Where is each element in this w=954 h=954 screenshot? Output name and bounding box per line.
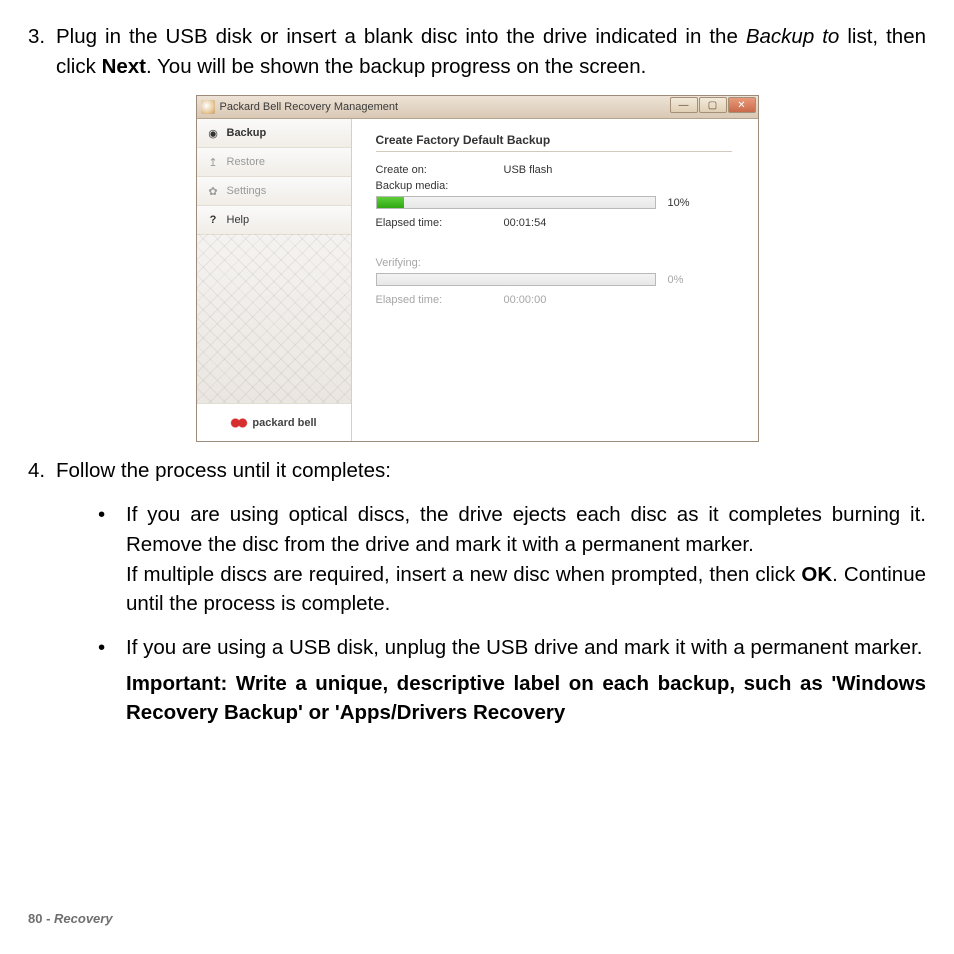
close-button[interactable]: ✕: [728, 97, 756, 113]
section-name: Recovery: [54, 911, 113, 926]
bullet-list: If you are using optical discs, the driv…: [28, 500, 926, 728]
gear-icon: ✿: [207, 185, 220, 198]
page-number: 80 -: [28, 911, 50, 926]
screenshot-window: Packard Bell Recovery Management — ▢ ✕ ◉…: [196, 95, 759, 442]
disc-icon: ◉: [207, 127, 220, 140]
window-titlebar[interactable]: Packard Bell Recovery Management — ▢ ✕: [197, 96, 758, 119]
backup-media-label: Backup media:: [376, 180, 504, 192]
backup-progress-fill: [377, 197, 405, 208]
elapsed2-value: 00:00:00: [504, 294, 547, 306]
nav-help[interactable]: ? Help: [197, 206, 351, 235]
verify-label: Verifying:: [376, 257, 504, 269]
create-on-row: Create on: USB flash: [376, 164, 732, 176]
nav-restore[interactable]: ↥ Restore: [197, 148, 351, 177]
brand-logo-icon: [230, 416, 248, 430]
create-on-label: Create on:: [376, 164, 504, 176]
divider: [376, 151, 732, 152]
sidebar: ◉ Backup ↥ Restore ✿ Settings ? Help pac…: [197, 119, 352, 441]
verify-progress-row: 0%: [376, 273, 732, 286]
verify-row: Verifying:: [376, 257, 732, 269]
maximize-button[interactable]: ▢: [699, 97, 727, 113]
elapsed1-row: Elapsed time: 00:01:54: [376, 217, 732, 229]
step-4-number: 4.: [28, 456, 56, 486]
backup-progress-bar: [376, 196, 656, 209]
bullet-optical: If you are using optical discs, the driv…: [126, 500, 926, 619]
step-3-body: Plug in the USB disk or insert a blank d…: [56, 22, 926, 81]
step-4-body: Follow the process until it completes:: [56, 456, 926, 486]
backup-progress-pct: 10%: [668, 197, 690, 209]
page-footer: 80 - Recovery: [28, 911, 113, 926]
step-4: 4. Follow the process until it completes…: [28, 456, 926, 486]
elapsed2-label: Elapsed time:: [376, 294, 504, 306]
main-panel: Create Factory Default Backup Create on:…: [352, 119, 758, 441]
create-on-value: USB flash: [504, 164, 553, 176]
elapsed2-row: Elapsed time: 00:00:00: [376, 294, 732, 306]
window-controls: — ▢ ✕: [670, 97, 756, 113]
step-3: 3. Plug in the USB disk or insert a blan…: [28, 22, 926, 81]
verify-progress-bar: [376, 273, 656, 286]
verify-progress-pct: 0%: [668, 274, 684, 286]
window-title: Packard Bell Recovery Management: [220, 101, 399, 113]
sidebar-pattern: [197, 234, 351, 403]
restore-icon: ↥: [207, 156, 220, 169]
important-note: Important: Write a unique, descriptive l…: [126, 669, 926, 728]
panel-heading: Create Factory Default Backup: [376, 133, 732, 147]
elapsed1-label: Elapsed time:: [376, 217, 504, 229]
bullet-usb: If you are using a USB disk, unplug the …: [126, 633, 926, 728]
elapsed1-value: 00:01:54: [504, 217, 547, 229]
nav-settings[interactable]: ✿ Settings: [197, 177, 351, 206]
help-icon: ?: [207, 214, 220, 227]
nav-backup[interactable]: ◉ Backup: [197, 119, 351, 148]
backup-progress-row: 10%: [376, 196, 732, 209]
brand-bar: packard bell: [197, 403, 351, 441]
app-icon: [201, 100, 215, 114]
step-3-number: 3.: [28, 22, 56, 81]
minimize-button[interactable]: —: [670, 97, 698, 113]
backup-media-row: Backup media:: [376, 180, 732, 192]
